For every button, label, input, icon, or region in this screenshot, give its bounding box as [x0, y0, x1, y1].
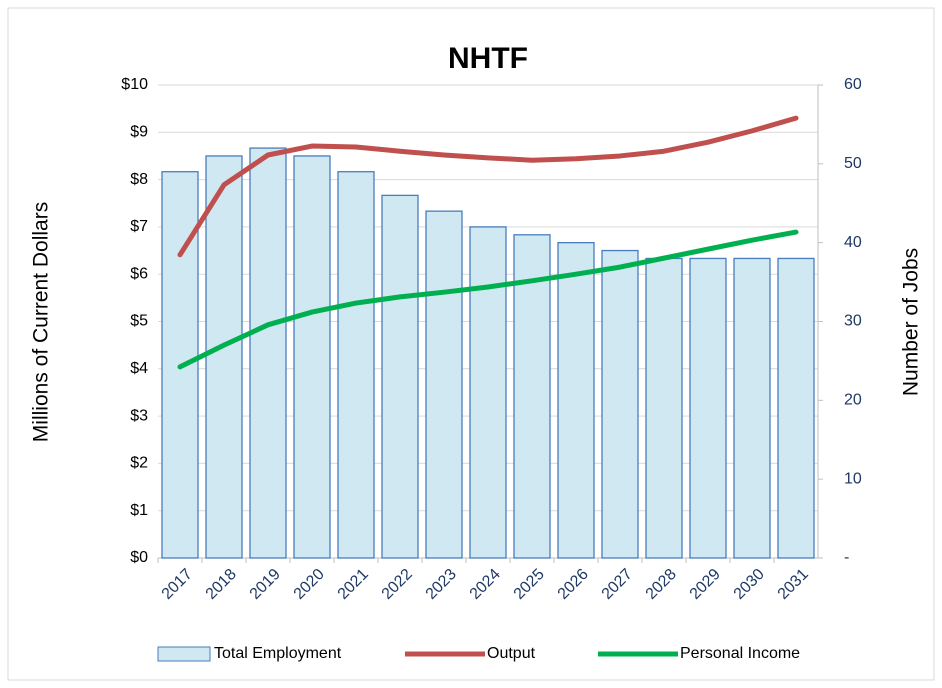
- y2-tick-label: 10: [844, 470, 862, 487]
- y2-axis-label: Number of Jobs: [900, 248, 923, 396]
- y2-tick-label: -: [844, 549, 849, 566]
- y2-tick-label: 30: [844, 313, 862, 330]
- y-tick-label: $4: [130, 360, 148, 377]
- bar: [205, 155, 243, 559]
- bar: [469, 226, 507, 559]
- y-axis-label: Millions of Current Dollars: [30, 202, 53, 442]
- y2-tick-label: 50: [844, 155, 862, 172]
- bar: [557, 242, 595, 559]
- legend-label: Output: [487, 645, 536, 662]
- y-tick-label: $6: [130, 265, 148, 282]
- y-tick-label: $8: [130, 171, 148, 188]
- legend-swatch: [157, 646, 211, 662]
- legend-label: Total Employment: [214, 645, 342, 662]
- bar: [513, 234, 551, 559]
- y-tick-label: $0: [130, 549, 148, 566]
- chart-title: NHTF: [448, 42, 528, 75]
- line: [177, 229, 799, 370]
- y-tick-label: $10: [121, 76, 148, 93]
- line: [177, 115, 799, 258]
- y2-tick-label: 40: [844, 234, 862, 251]
- bar: [293, 155, 331, 559]
- bar: [249, 147, 287, 559]
- y-tick-label: $7: [130, 218, 148, 235]
- bar: [777, 257, 815, 559]
- bar: [689, 257, 727, 559]
- bar: [601, 249, 639, 559]
- y-tick-label: $5: [130, 313, 148, 330]
- bar: [337, 171, 375, 559]
- bar: [645, 257, 683, 559]
- bar: [425, 210, 463, 559]
- y-tick-label: $1: [130, 502, 148, 519]
- legend-label: Personal Income: [680, 645, 800, 662]
- y2-tick-label: 20: [844, 392, 862, 409]
- y-tick-label: $2: [130, 455, 148, 472]
- bar: [733, 257, 771, 559]
- y-tick-label: $3: [130, 407, 148, 424]
- y2-tick-label: 60: [844, 76, 862, 93]
- bar: [381, 194, 419, 559]
- y-tick-label: $9: [130, 124, 148, 141]
